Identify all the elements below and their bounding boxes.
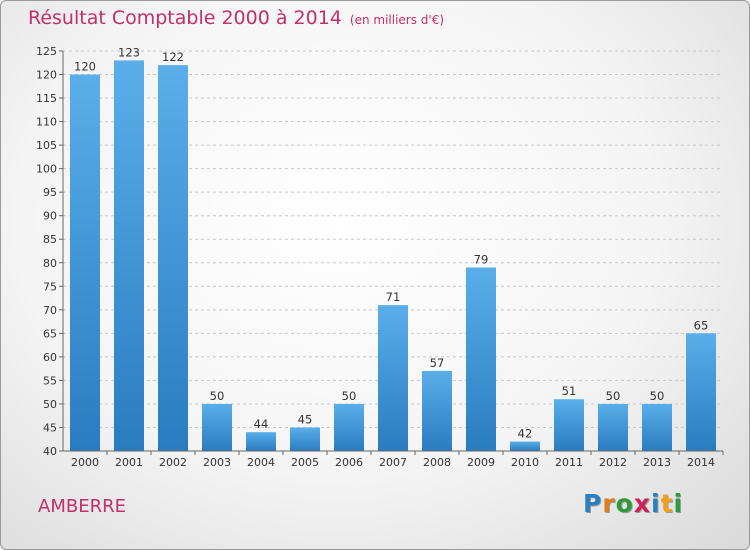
y-tick-label: 100 <box>36 163 57 176</box>
value-label: 51 <box>562 384 577 398</box>
bars: 120 123 122 50 44 45 50 71 57 79 42 51 50 50 65 <box>70 45 716 451</box>
value-label: 71 <box>386 290 401 304</box>
x-tick-label: 2000 <box>71 456 99 469</box>
y-tick-label: 95 <box>43 186 57 199</box>
bar <box>642 403 672 451</box>
chart-title-text: Résultat Comptable 2000 à 2014 <box>28 7 342 29</box>
y-tick-label: 50 <box>43 398 57 411</box>
value-label: 120 <box>74 60 96 74</box>
value-label: 44 <box>254 417 269 431</box>
x-tick-label: 2003 <box>203 456 231 469</box>
value-label: 50 <box>210 389 225 403</box>
value-label: 123 <box>118 45 140 59</box>
value-label: 122 <box>162 50 184 64</box>
y-tick-label: 45 <box>43 421 57 434</box>
value-label: 50 <box>606 389 621 403</box>
x-tick-label: 2010 <box>511 456 539 469</box>
y-tick-label: 110 <box>36 116 57 129</box>
value-label: 42 <box>518 427 533 441</box>
logo-letter: i <box>651 489 661 518</box>
x-tick-label: 2012 <box>599 456 627 469</box>
bar <box>598 403 628 451</box>
y-tick-label: 115 <box>36 92 57 105</box>
x-tick-label: 2001 <box>115 456 143 469</box>
x-tick-label: 2009 <box>467 456 495 469</box>
value-label: 65 <box>694 318 709 332</box>
y-tick-label: 105 <box>36 139 57 152</box>
bar <box>554 399 584 451</box>
logo-letter: o <box>615 489 634 518</box>
logo-letter: r <box>602 489 616 518</box>
y-tick-label: 80 <box>43 257 57 270</box>
bar <box>686 333 716 451</box>
bar <box>202 403 232 451</box>
bar <box>246 432 276 451</box>
bar <box>378 305 408 451</box>
y-tick-label: 90 <box>43 210 57 223</box>
value-label: 45 <box>298 412 313 426</box>
chart-title: Résultat Comptable 2000 à 2014 (en millie… <box>28 7 444 29</box>
y-tick-label: 70 <box>43 304 57 317</box>
logo-letter: x <box>633 489 651 518</box>
value-label: 79 <box>474 252 489 266</box>
bar <box>158 65 188 451</box>
x-tick-label: 2014 <box>687 456 715 469</box>
x-tick-label: 2005 <box>291 456 319 469</box>
y-tick-label: 55 <box>43 374 57 387</box>
y-tick-label: 60 <box>43 351 57 364</box>
bar <box>290 427 320 451</box>
x-tick-label: 2007 <box>379 456 407 469</box>
bar <box>334 403 364 451</box>
value-label: 50 <box>650 389 665 403</box>
logo-letter: t <box>660 489 674 518</box>
logo-letter: P <box>583 489 603 518</box>
y-tick-label: 75 <box>43 280 57 293</box>
commune-name: AMBERRE <box>38 496 126 517</box>
x-tick-label: 2011 <box>555 456 583 469</box>
value-label: 57 <box>430 356 445 370</box>
logo-letter: i <box>673 489 684 518</box>
proxiti-logo[interactable]: Proxiti <box>583 489 683 518</box>
x-tick-label: 2013 <box>643 456 671 469</box>
y-tick-label: 125 <box>36 45 57 58</box>
bar <box>422 371 452 451</box>
bar <box>70 74 100 451</box>
x-tick-label: 2006 <box>335 456 363 469</box>
axes: 4045505560657075808590951001051101151201… <box>36 45 724 469</box>
x-tick-label: 2004 <box>247 456 275 469</box>
x-tick-label: 2002 <box>159 456 187 469</box>
y-tick-label: 120 <box>36 69 57 82</box>
chart-unit: (en milliers d'€) <box>349 13 445 27</box>
y-tick-label: 65 <box>43 327 57 340</box>
bar <box>510 441 540 451</box>
value-label: 50 <box>342 389 357 403</box>
y-tick-label: 85 <box>43 233 57 246</box>
bar <box>466 267 496 451</box>
x-tick-label: 2008 <box>423 456 451 469</box>
bar <box>114 60 144 451</box>
y-tick-label: 40 <box>43 445 57 458</box>
